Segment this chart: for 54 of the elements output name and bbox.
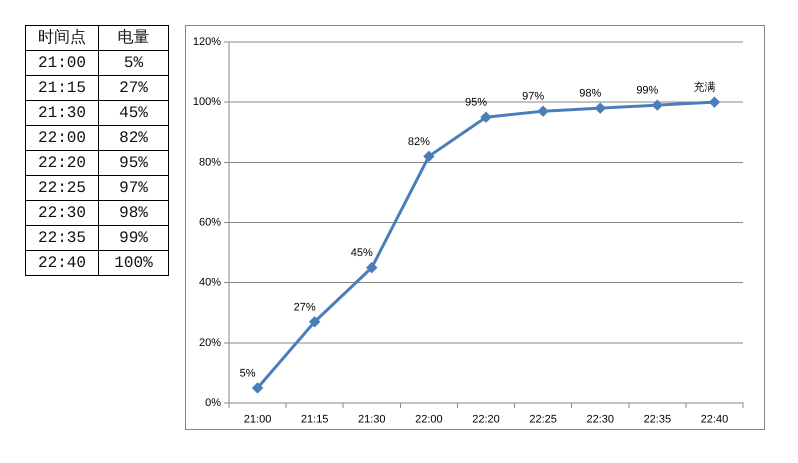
point xyxy=(708,96,720,108)
x-tick-label: 22:30 xyxy=(586,414,614,426)
x-tick-label: 22:40 xyxy=(700,414,728,426)
data-label: 99% xyxy=(99,226,168,250)
x-tick-label: 21:15 xyxy=(300,414,328,426)
data-label: 97% xyxy=(99,176,168,200)
y-tick-label: 40% xyxy=(198,276,222,289)
y-tick-label: 120% xyxy=(192,36,222,48)
x-tick-label: 21:00 xyxy=(244,414,272,426)
point xyxy=(594,102,606,114)
y-tick-label: 21:15 xyxy=(26,76,98,100)
data-label: 99% xyxy=(636,84,659,97)
data-label: 27% xyxy=(294,301,316,314)
data-label: 5% xyxy=(240,367,256,380)
y-tick-label: 20% xyxy=(198,336,222,349)
point xyxy=(366,262,378,274)
data-label: 5% xyxy=(99,51,168,75)
data-label: 82% xyxy=(408,136,430,148)
y-tick-label: 22:00 xyxy=(26,126,98,150)
x-tick-label: 21:30 xyxy=(358,414,386,426)
y-tick-label: 100% xyxy=(192,96,222,108)
data-label: 45% xyxy=(99,101,168,125)
x-tick-label: 电量 xyxy=(99,26,168,50)
x-tick-label: 22:00 xyxy=(415,414,443,426)
y-axis-title: 时间点 xyxy=(26,26,98,50)
x-tick-label: 22:20 xyxy=(472,414,500,426)
y-tick-label: 21:30 xyxy=(26,101,98,125)
y-tick-label: 22:30 xyxy=(26,201,98,225)
data-label: 95% xyxy=(464,96,488,109)
data-label: 45% xyxy=(350,247,373,260)
y-tick-label: 0% xyxy=(205,397,222,410)
point xyxy=(652,100,663,111)
y-tick-label: 22:25 xyxy=(26,176,98,200)
data-label: 98% xyxy=(99,201,168,225)
point xyxy=(309,316,320,328)
point xyxy=(480,112,492,123)
y-tick-label: 80% xyxy=(198,156,222,168)
point xyxy=(252,382,264,394)
x-tick-label: 22:25 xyxy=(529,414,557,426)
y-tick-label: 22:20 xyxy=(26,151,98,175)
data-label: 27% xyxy=(99,76,168,100)
y-tick-label: 60% xyxy=(198,216,222,229)
y-tick-label: 22:40 xyxy=(26,251,98,275)
point xyxy=(538,106,549,117)
data-label: 98% xyxy=(579,88,602,100)
data-label: 82% xyxy=(99,126,168,150)
data-label: 100% xyxy=(99,251,168,275)
y-tick-label: 22:35 xyxy=(26,226,98,250)
data-label: 97% xyxy=(522,90,544,103)
point xyxy=(423,150,434,162)
y-tick-label: 21:00 xyxy=(26,51,98,75)
data-label: 95% xyxy=(99,151,168,175)
data-label: 充满 xyxy=(693,80,716,94)
x-tick-label: 22:35 xyxy=(644,414,672,426)
